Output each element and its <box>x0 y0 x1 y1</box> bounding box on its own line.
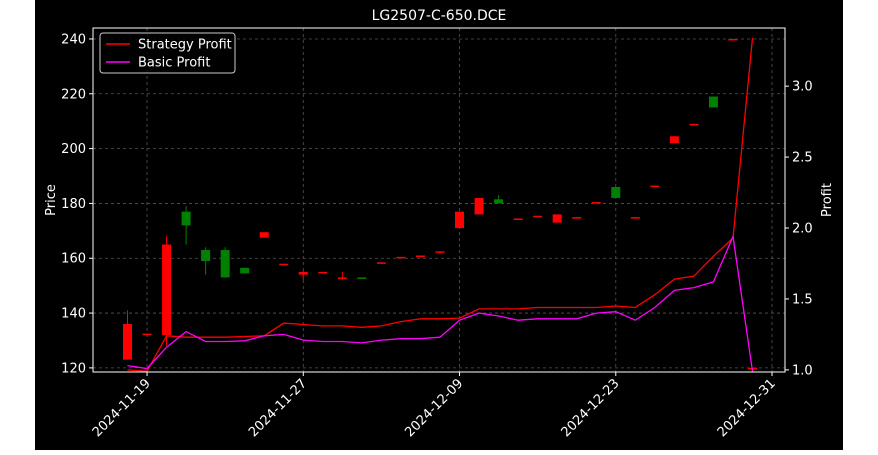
candle-body <box>240 267 250 274</box>
legend: Strategy Profit Basic Profit <box>99 32 236 74</box>
candle-body <box>650 185 660 188</box>
y-tick-label-left: 220 <box>61 87 86 102</box>
y-tick-label-right: 2.5 <box>792 151 813 166</box>
candle-body <box>689 123 699 126</box>
candle-body <box>435 251 445 253</box>
candle-body <box>123 324 132 360</box>
strategy-profit-line <box>127 37 754 372</box>
candle-body <box>279 263 289 266</box>
candle-body <box>611 186 621 198</box>
candle-body <box>396 256 406 259</box>
y-tick-label-right: 2.0 <box>792 222 813 237</box>
y-tick-label-left: 140 <box>61 307 86 322</box>
candle-body <box>318 271 328 274</box>
legend-label: Strategy Profit <box>138 38 232 53</box>
candle-body <box>513 218 523 221</box>
candle-body <box>220 250 230 278</box>
y-axis-right: 1.0 1.5 2.0 2.5 3.0 <box>785 80 813 378</box>
candle-body <box>630 217 640 219</box>
legend-box <box>99 32 236 74</box>
legend-label: Basic Profit <box>138 56 210 71</box>
candle-body <box>298 271 308 275</box>
candle-body <box>552 214 562 223</box>
candle-body <box>708 96 718 108</box>
candle-body <box>455 211 465 229</box>
chart-title: LG2507-C-650.DCE <box>372 8 507 24</box>
y-tick-label-right: 1.0 <box>792 363 813 378</box>
y-axis-label-left: Price <box>44 184 59 216</box>
figure-background <box>35 0 843 450</box>
y-tick-label-left: 160 <box>61 252 86 267</box>
candle-body <box>591 202 601 204</box>
candle-body <box>201 250 211 261</box>
x-tick-label: 2025-01-20 <box>871 376 878 440</box>
y-tick-label-left: 180 <box>61 197 86 212</box>
candle-body <box>415 255 425 258</box>
y-tick-label-left: 120 <box>61 361 86 376</box>
y-axis-label-right: Profit <box>820 183 835 217</box>
profit-lines <box>127 37 754 372</box>
y-tick-label-left: 240 <box>61 32 86 47</box>
candle-body <box>162 244 172 335</box>
candle-body <box>337 277 347 279</box>
candle-body <box>669 136 679 144</box>
candle-body <box>181 211 191 226</box>
y-tick-label-right: 3.0 <box>792 80 813 95</box>
y-tick-label-right: 1.5 <box>792 292 813 307</box>
candle-body <box>474 197 484 215</box>
candle-body <box>142 333 152 336</box>
candle-body <box>357 277 367 279</box>
candle-body <box>533 215 543 218</box>
y-axis-left: 120 140 160 180 200 220 240 <box>61 32 93 376</box>
basic-profit-line <box>127 234 754 372</box>
plot-frame <box>92 27 786 373</box>
candlesticks <box>123 38 757 370</box>
candle-body <box>572 217 582 219</box>
y-tick-label-left: 200 <box>61 142 86 157</box>
candle-body <box>728 38 738 41</box>
candle-body <box>259 232 269 238</box>
candle-body <box>376 262 386 264</box>
candle-body <box>494 199 504 204</box>
